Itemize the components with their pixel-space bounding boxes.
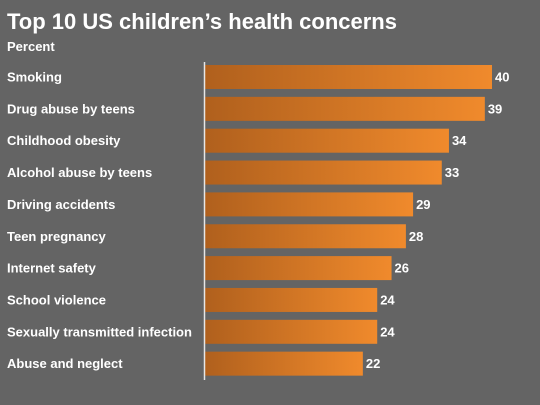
category-label: Childhood obesity — [7, 133, 121, 148]
value-label: 40 — [495, 70, 509, 85]
value-label: 39 — [488, 101, 502, 116]
bars-group: Smoking 40 Drug abuse by teens 39 Childhood … — [7, 65, 509, 376]
bar — [205, 128, 449, 153]
bar — [205, 256, 392, 281]
bar — [205, 224, 406, 249]
value-label: 33 — [445, 165, 459, 180]
bar — [205, 287, 378, 312]
bar — [205, 319, 378, 344]
category-label: Internet safety — [7, 261, 97, 276]
category-label: Sexually transmitted infection — [7, 324, 192, 339]
bar — [205, 192, 414, 217]
category-label: Drug abuse by teens — [7, 101, 135, 116]
bar — [205, 351, 363, 376]
chart-title: Top 10 US children’s health concerns — [7, 9, 397, 34]
value-label: 24 — [380, 324, 395, 339]
value-label: 26 — [395, 261, 409, 276]
category-label: School violence — [7, 292, 106, 307]
category-label: Teen pregnancy — [7, 229, 107, 244]
bar — [205, 160, 442, 185]
value-label: 28 — [409, 229, 423, 244]
bar — [205, 96, 485, 121]
value-label: 24 — [380, 292, 395, 307]
value-label: 29 — [416, 197, 430, 212]
category-label: Alcohol abuse by teens — [7, 165, 152, 180]
category-label: Smoking — [7, 70, 62, 85]
value-label: 34 — [452, 133, 467, 148]
category-label: Abuse and neglect — [7, 356, 123, 371]
chart-subtitle: Percent — [7, 39, 55, 54]
value-label: 22 — [366, 356, 380, 371]
bar — [205, 65, 492, 89]
category-label: Driving accidents — [7, 197, 115, 212]
